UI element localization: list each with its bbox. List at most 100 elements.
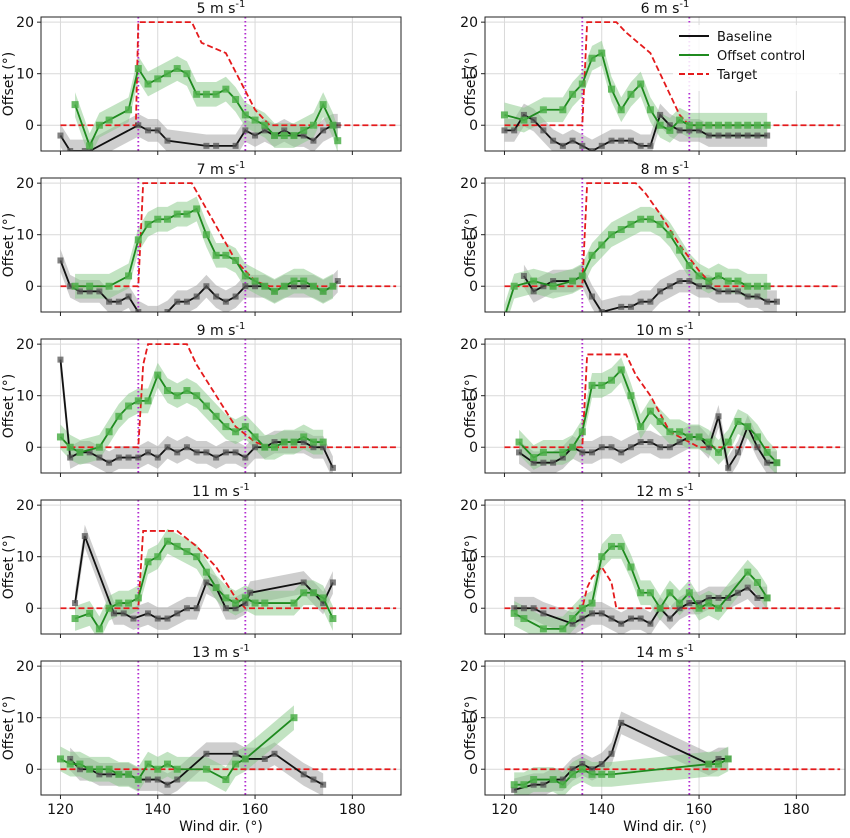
baseline-point — [627, 303, 634, 310]
offset-point — [569, 443, 577, 451]
baseline-point — [540, 283, 547, 290]
baseline-point — [589, 766, 596, 773]
panel-data — [56, 661, 397, 795]
offset-point — [202, 765, 210, 773]
baseline-point — [242, 283, 249, 290]
panel-title: 13 m s-1 — [192, 643, 250, 661]
baseline-point — [203, 579, 210, 586]
panel-frame — [484, 177, 846, 313]
y-tick-label: 0 — [469, 440, 478, 456]
baseline-point — [676, 127, 683, 134]
baseline-point — [96, 454, 103, 461]
offset-point — [559, 448, 567, 456]
target-line — [60, 182, 397, 288]
baseline-point — [666, 283, 673, 290]
offset-point — [656, 220, 664, 228]
offset-point — [241, 423, 249, 431]
baseline-point — [579, 142, 586, 149]
x-tick-label: 180 — [339, 802, 366, 818]
baseline-point — [540, 459, 547, 466]
baseline-point — [86, 449, 93, 456]
offset-point — [578, 80, 586, 88]
baseline-point — [530, 459, 537, 466]
offset-point — [695, 121, 703, 129]
offset-point — [724, 121, 732, 129]
panel-title-exponent: -1 — [235, 160, 245, 171]
offset-point — [212, 412, 220, 420]
y-tick-label: 20 — [16, 659, 34, 675]
y-tick-label: 10 — [16, 389, 34, 405]
legend-baseline-label: Baseline — [717, 30, 772, 45]
offset-point — [773, 459, 781, 467]
panel-data — [504, 178, 841, 312]
baseline-point — [559, 776, 566, 783]
baseline-point — [222, 605, 229, 612]
baseline-point — [290, 283, 297, 290]
panel-frame — [40, 16, 402, 152]
offset-point — [549, 282, 557, 290]
offset-point — [251, 277, 259, 285]
baseline-point — [666, 122, 673, 129]
offset-point — [271, 287, 279, 295]
offset-point — [125, 402, 133, 410]
baseline-point — [589, 449, 596, 456]
offset-point — [676, 599, 684, 607]
baseline-point — [598, 309, 605, 312]
baseline-point — [135, 454, 142, 461]
baseline-point — [183, 444, 190, 451]
offset-point — [319, 438, 327, 446]
offset-point — [251, 433, 259, 441]
baseline-point — [67, 148, 74, 151]
offset-point — [86, 142, 94, 150]
baseline-point — [618, 449, 625, 456]
baseline-point — [174, 776, 181, 783]
offset-point — [763, 282, 771, 290]
baseline-point — [501, 127, 508, 134]
offset-point — [627, 392, 635, 400]
panel-5: 0 10 20 Offset (°) 9 m s-1 — [1, 321, 402, 477]
baseline-point — [232, 750, 239, 757]
offset-point — [95, 765, 103, 773]
baseline-point — [242, 600, 249, 607]
x-tick-label: 160 — [242, 802, 269, 818]
baseline-point — [145, 610, 152, 617]
baseline-point — [666, 444, 673, 451]
y-axis-label: Offset (°) — [463, 696, 479, 760]
y-tick-label: 20 — [460, 498, 478, 514]
offset-point — [163, 387, 171, 395]
offset-point — [598, 49, 606, 57]
offset-point — [290, 438, 298, 446]
panel-1: 0 10 20 Offset (°) 5 m s-1 — [1, 0, 402, 155]
y-tick-label: 0 — [25, 279, 34, 295]
legend: Baseline Offset control Target — [673, 25, 839, 91]
offset-point — [744, 282, 752, 290]
offset-point — [744, 121, 752, 129]
offset-point — [154, 75, 162, 83]
baseline-point — [183, 605, 190, 612]
baseline-point — [705, 283, 712, 290]
baseline-point — [300, 439, 307, 446]
offset-point — [86, 282, 94, 290]
y-tick-label: 20 — [16, 15, 34, 31]
offset-point — [578, 428, 586, 436]
baseline-point — [154, 127, 161, 134]
baseline-point — [618, 303, 625, 310]
y-tick-label: 10 — [16, 67, 34, 83]
panel-data — [504, 339, 841, 473]
y-axis-label: Offset (°) — [463, 374, 479, 438]
panel-data — [504, 500, 841, 634]
panel-title: 7 m s-1 — [197, 160, 246, 178]
offset-point — [241, 272, 249, 280]
offset-point — [134, 776, 142, 784]
baseline-point — [67, 283, 74, 290]
baseline-point — [637, 142, 644, 149]
offset-point — [637, 423, 645, 431]
offset-point — [715, 448, 723, 456]
baseline-point — [725, 288, 732, 295]
y-tick-label: 0 — [25, 118, 34, 134]
y-axis-label: Offset (°) — [1, 213, 17, 277]
baseline-point — [213, 454, 220, 461]
baseline-point — [725, 132, 732, 139]
baseline-point — [320, 600, 327, 607]
y-tick-label: 0 — [469, 118, 478, 134]
